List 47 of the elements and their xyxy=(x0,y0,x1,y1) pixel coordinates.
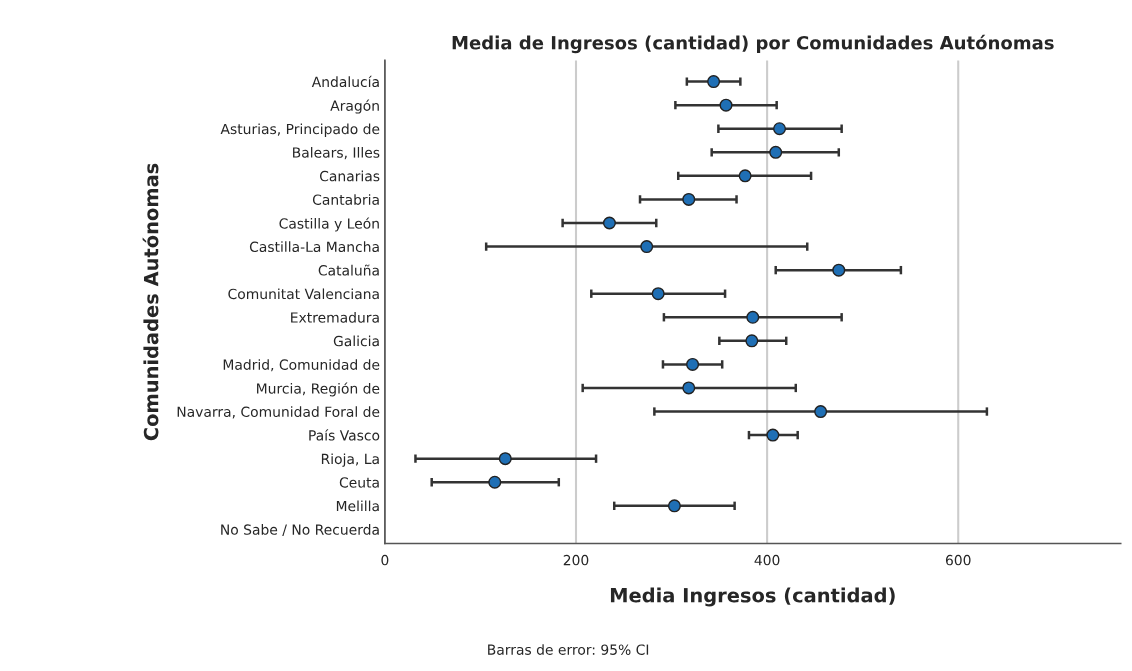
point xyxy=(832,263,846,277)
x-tick-label: 200 xyxy=(563,554,589,566)
point xyxy=(498,452,512,466)
point xyxy=(766,428,780,442)
y-tick-label: País Vasco xyxy=(309,429,380,441)
point xyxy=(773,122,787,136)
y-tick-label: No Sabe / No Recuerda xyxy=(221,524,379,536)
y-tick-label: Melilla xyxy=(336,500,379,512)
y-tick-label: Madrid, Comunidad de xyxy=(223,359,380,372)
y-tick-label: Murcia, Región de xyxy=(257,382,380,397)
y-tick-label: Cataluña xyxy=(318,264,379,276)
point xyxy=(488,475,502,489)
y-tick-label: Asturias, Principado de xyxy=(220,123,380,137)
y-tick-label: Ceuta xyxy=(339,477,379,488)
point xyxy=(640,240,654,254)
point xyxy=(682,381,696,395)
point xyxy=(746,310,760,324)
y-tick-label: Canarias xyxy=(319,170,380,182)
x-tick-label: 600 xyxy=(945,554,971,566)
point xyxy=(602,216,616,230)
y-tick-label: Galicia xyxy=(333,335,379,347)
point xyxy=(814,405,828,419)
point xyxy=(738,169,752,183)
y-tick-label: Extremadura xyxy=(291,311,379,323)
y-tick-label: Balears, Illes xyxy=(293,147,380,160)
point xyxy=(682,192,696,206)
x-tick-label: 0 xyxy=(381,554,389,566)
point xyxy=(707,75,721,89)
y-tick-label: Aragón xyxy=(330,99,379,114)
point xyxy=(667,499,681,513)
point xyxy=(769,145,783,159)
point xyxy=(686,357,700,371)
y-tick-label: Comunitat Valenciana xyxy=(228,288,379,300)
x-axis-title: Media Ingresos (cantidad) xyxy=(610,587,895,607)
chart-title: Media de Ingresos (cantidad) por Comunidades Autónomas xyxy=(452,34,1054,54)
y-tick-label: Andalucía xyxy=(311,75,379,88)
x-tick-label: 400 xyxy=(754,554,780,566)
y-tick-label: Navarra, Comunidad Foral de xyxy=(177,406,380,419)
point xyxy=(745,334,759,348)
y-tick-label: Cantabria xyxy=(312,194,379,205)
y-tick-label: Rioja, La xyxy=(321,453,379,467)
text: Barras de error: 95% CI xyxy=(488,644,649,655)
y-axis-title: Comunidades Autónomas xyxy=(142,163,159,441)
point xyxy=(651,287,665,301)
y-tick-label: Castilla y León xyxy=(279,217,379,232)
point xyxy=(719,98,733,112)
y-tick-label: Castilla-La Mancha xyxy=(249,241,379,253)
